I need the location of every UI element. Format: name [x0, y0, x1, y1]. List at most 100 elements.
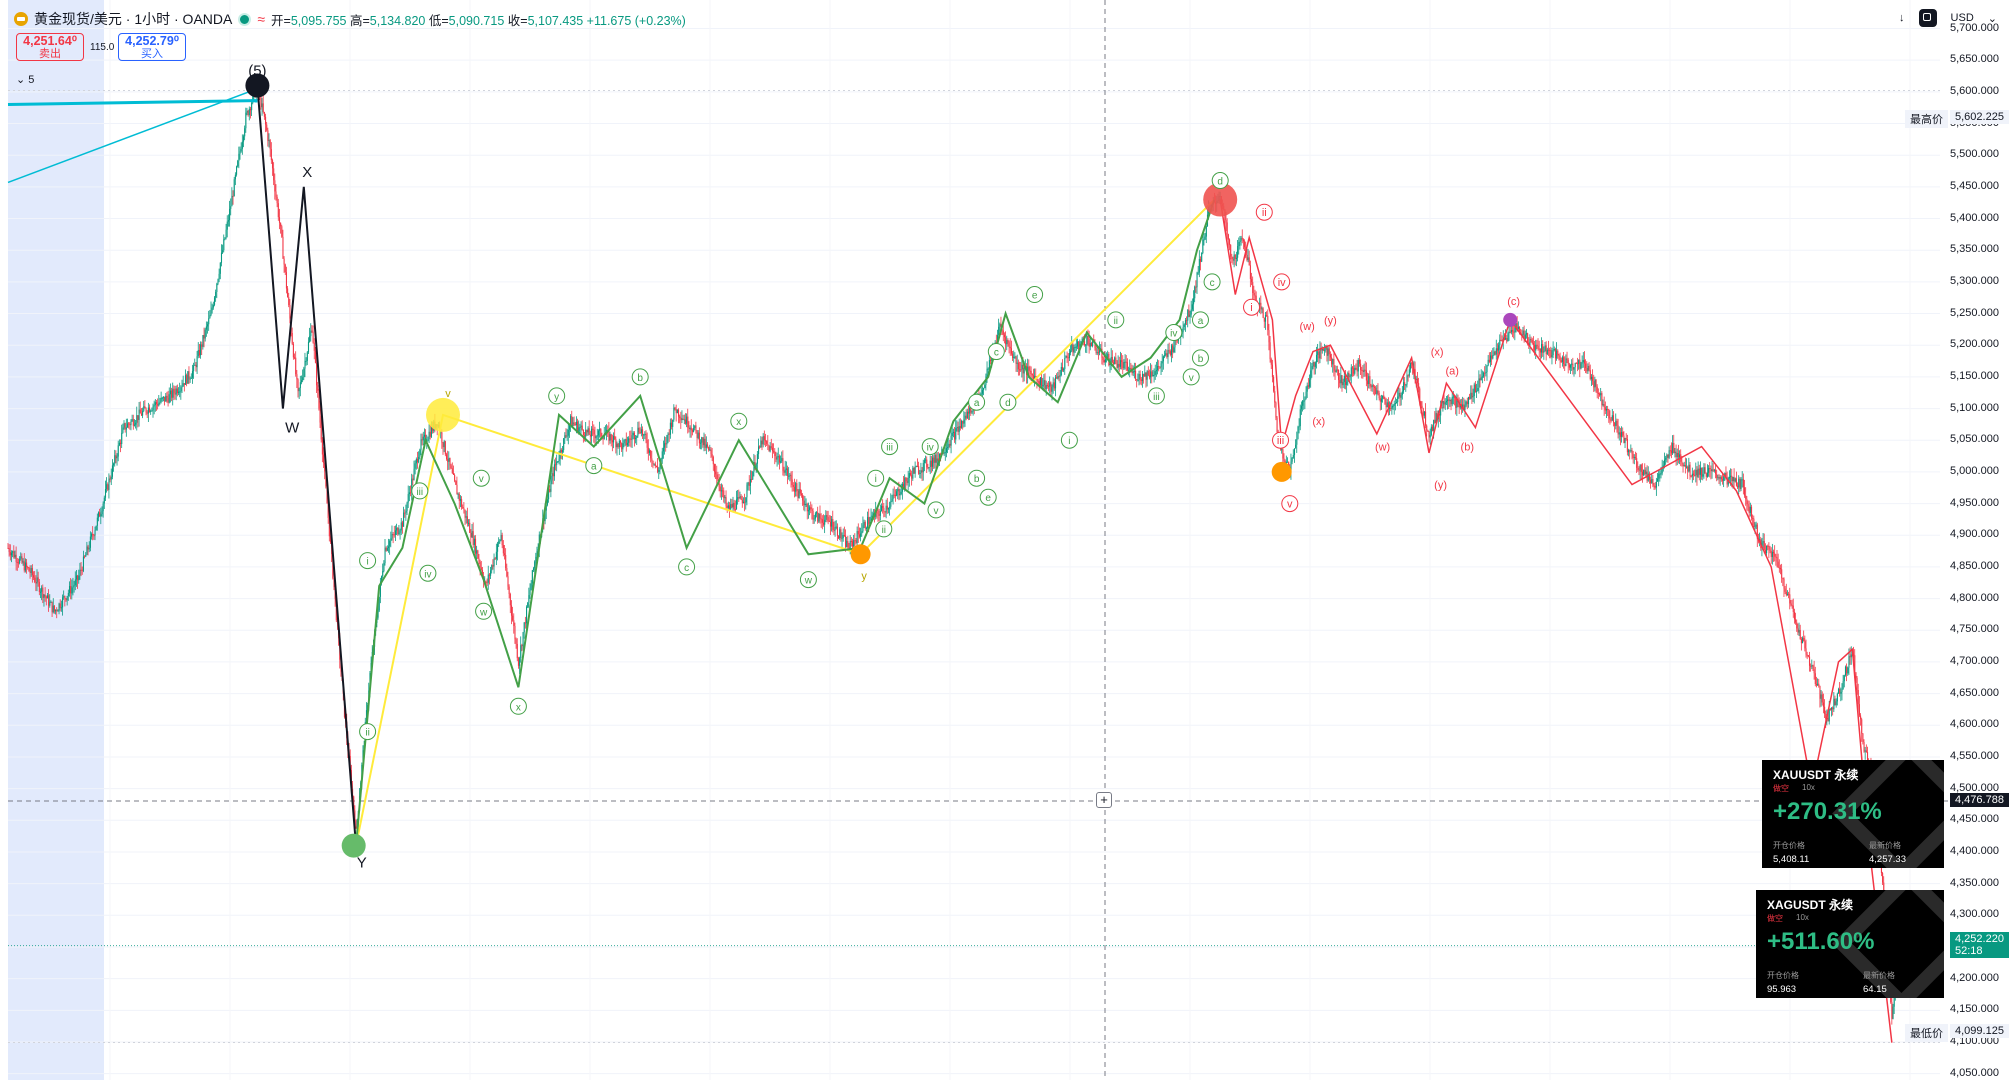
- candle-body: [1891, 1002, 1893, 1019]
- position-card-xau[interactable]: XAUUSDT 永续 做空 10x +270.31% 开仓价格 5,408.11…: [1762, 760, 1944, 868]
- candle-body: [700, 442, 702, 444]
- candle-body: [1827, 717, 1829, 722]
- candle-body: [748, 482, 750, 486]
- candle-body: [1114, 357, 1116, 365]
- candle-body: [1666, 454, 1668, 458]
- wave-node: [850, 544, 871, 565]
- candle-body: [1704, 467, 1706, 474]
- candle-body: [594, 434, 596, 439]
- candle-body: [1089, 343, 1091, 347]
- candle-body: [800, 493, 803, 496]
- candle-body: [905, 477, 907, 482]
- candle-body: [238, 153, 240, 162]
- wave-label-green: iii: [886, 443, 893, 454]
- candle-body: [673, 407, 675, 420]
- price-tick-label: 5,250.000: [1950, 306, 1999, 319]
- wave-marker-red: [1281, 495, 1299, 513]
- wave-label-red: (y): [1434, 480, 1447, 492]
- candle-body: [907, 477, 909, 483]
- candle-body: [793, 486, 796, 492]
- price-tick-label: 4,150.000: [1950, 1003, 1999, 1016]
- currency-select[interactable]: USD: [1950, 12, 1974, 24]
- candle-body: [305, 360, 307, 362]
- candle-body: [1709, 468, 1711, 470]
- buy-button[interactable]: 4,252.79⁰ 买入: [118, 33, 186, 61]
- candle-body: [729, 505, 731, 510]
- chevron-down-icon[interactable]: ⌄: [1987, 12, 1997, 25]
- candle-body: [708, 446, 710, 451]
- candle-body: [600, 428, 602, 437]
- layers-toggle[interactable]: ⌄ 5: [16, 73, 34, 86]
- wave-label-green: c: [994, 348, 999, 359]
- candle-body: [167, 397, 169, 403]
- price-tick-label: 5,450.000: [1950, 179, 1999, 192]
- candle-body: [400, 522, 402, 531]
- candle-body: [1570, 365, 1572, 368]
- candle-body: [1720, 477, 1722, 480]
- arrow-down-icon[interactable]: ↓: [1899, 12, 1905, 24]
- candle-body: [567, 429, 569, 436]
- candle-body: [213, 297, 216, 305]
- candle-body: [1449, 400, 1451, 402]
- candle-body: [1383, 395, 1385, 400]
- wave-marker-green: [1191, 349, 1209, 367]
- candle-body: [1205, 226, 1207, 237]
- candle-body: [282, 236, 284, 259]
- candle-body: [904, 477, 906, 489]
- candle-body: [169, 390, 171, 395]
- candle-body: [1488, 359, 1490, 362]
- candle-body: [1550, 350, 1552, 358]
- candle-body: [1565, 358, 1567, 366]
- candle-body: [668, 433, 670, 435]
- candle-body: [1483, 372, 1485, 377]
- candle-body: [202, 335, 204, 347]
- crosshair-plus-icon[interactable]: +: [1096, 792, 1112, 808]
- candle-body: [1687, 466, 1689, 472]
- candle-body: [294, 357, 296, 359]
- candle-body: [636, 435, 638, 438]
- candle-body: [817, 512, 819, 522]
- candle-body: [947, 446, 949, 449]
- candle-body: [1057, 376, 1059, 379]
- candle-body: [296, 374, 298, 380]
- candle-body: [1728, 477, 1731, 479]
- candle-body: [871, 515, 873, 517]
- candle-body: [1023, 367, 1025, 374]
- candle-body: [548, 488, 550, 500]
- candle-body: [1745, 495, 1747, 499]
- candle-body: [1068, 352, 1070, 358]
- candle-body: [724, 497, 726, 499]
- candle-body: [933, 457, 935, 463]
- candle-body: [1071, 344, 1073, 351]
- candle-body: [764, 440, 767, 442]
- wave-label-black: X: [302, 164, 312, 181]
- position-card-xag[interactable]: XAGUSDT 永续 做空 10x +511.60% 开仓价格 95.963 最…: [1756, 890, 1944, 998]
- candle-body: [319, 408, 321, 423]
- symbol-title[interactable]: 黄金现货/美元 · 1小时 · OANDA: [34, 11, 233, 27]
- candle-body: [726, 505, 728, 508]
- candle-body: [126, 423, 129, 428]
- candle-body: [1358, 359, 1360, 364]
- candle-body: [1094, 341, 1096, 348]
- candle-body: [1019, 369, 1021, 371]
- candle-body: [1271, 364, 1273, 377]
- candle-body: [1443, 401, 1445, 405]
- candle-body: [1782, 578, 1784, 580]
- candle-body: [216, 283, 218, 293]
- screen-icon[interactable]: [1918, 9, 1937, 27]
- candle-body: [1059, 375, 1061, 377]
- candle-body: [186, 375, 188, 384]
- candle-body: [10, 552, 13, 556]
- sell-button[interactable]: 4,251.64⁰ 卖出: [16, 33, 84, 61]
- candle-body: [1121, 360, 1123, 363]
- price-tick-label: 4,450.000: [1950, 813, 1999, 826]
- candle-body: [684, 419, 687, 424]
- candle-body: [1634, 457, 1637, 459]
- candle-body: [549, 488, 551, 492]
- candle-body: [427, 439, 429, 441]
- candle-body: [1586, 368, 1588, 372]
- candle-body: [1060, 366, 1062, 376]
- candle-body: [1402, 382, 1405, 392]
- wave-label-red: (x): [1431, 347, 1444, 359]
